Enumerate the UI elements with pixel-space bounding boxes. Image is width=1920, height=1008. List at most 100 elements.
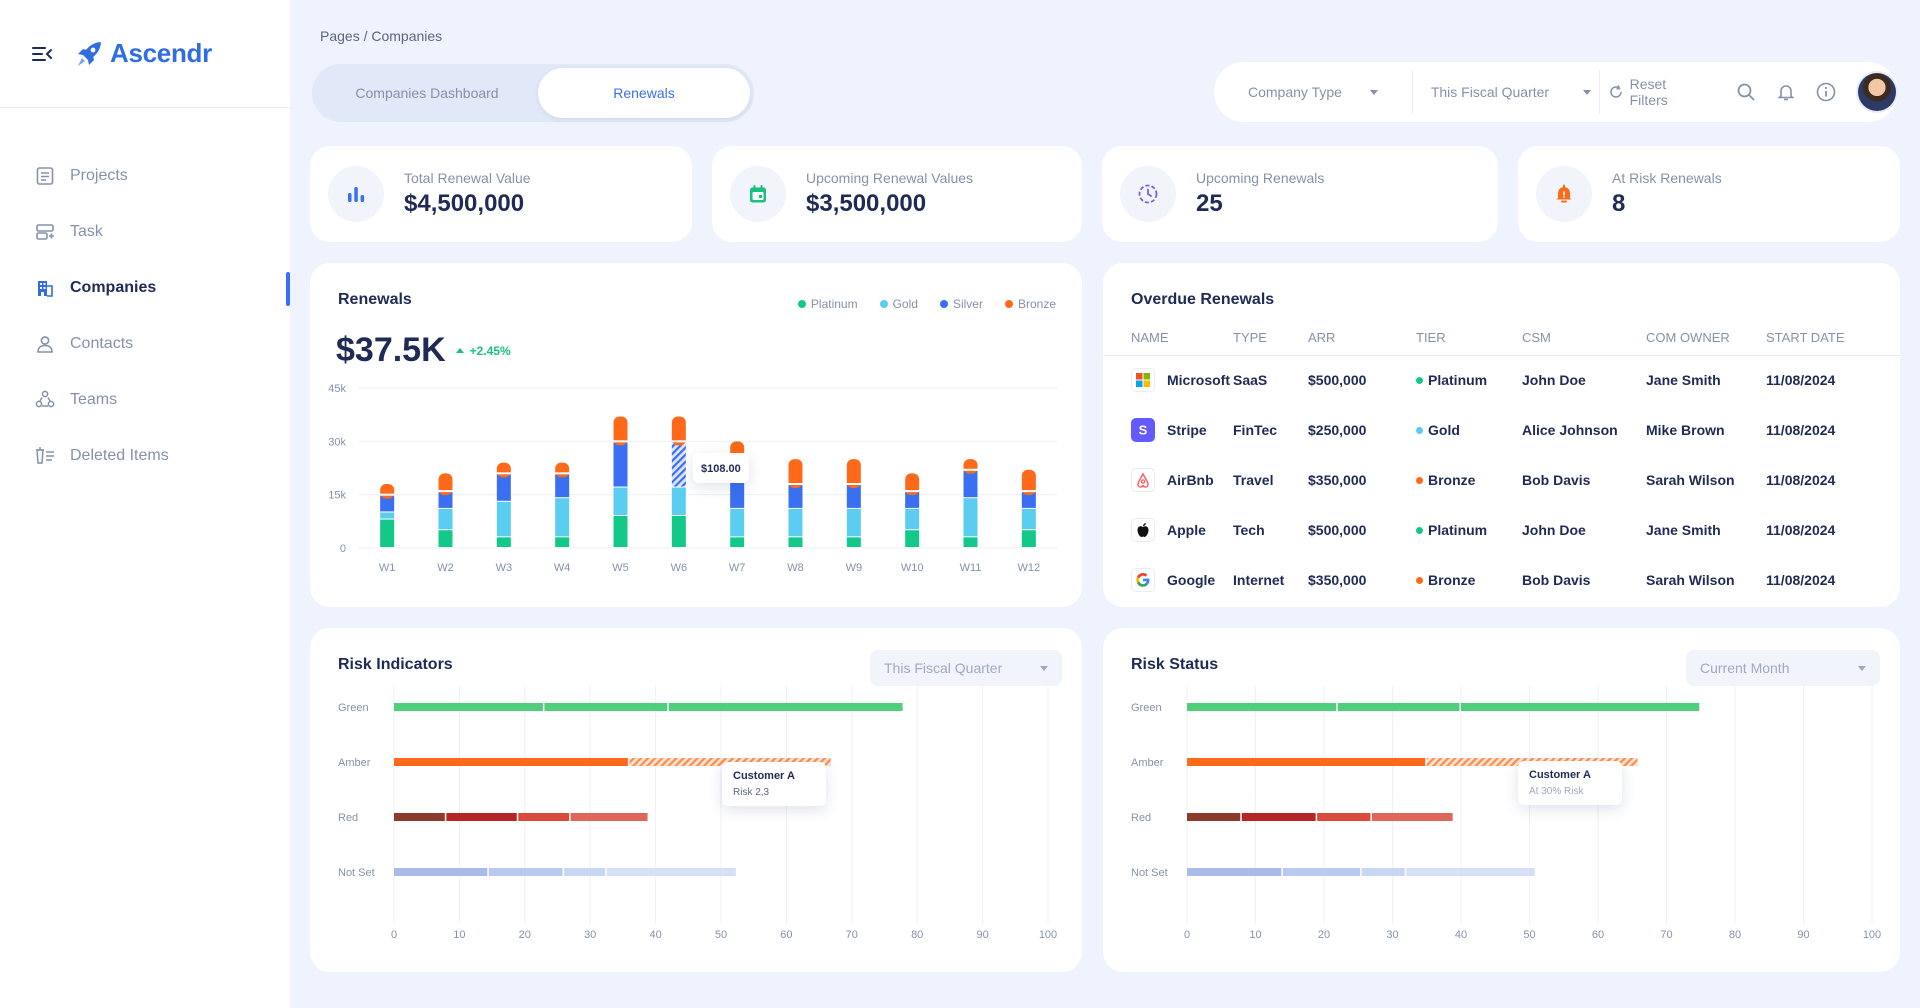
company-csm: Bob Davis — [1522, 472, 1591, 488]
legend-label: Gold — [892, 297, 918, 311]
bar-segment — [564, 868, 606, 876]
bar-segment — [570, 813, 648, 821]
company-type-select[interactable]: Company Type — [1240, 84, 1398, 100]
bar-segment — [905, 491, 920, 508]
sidebar-item-projects[interactable]: Projects — [0, 148, 290, 204]
reset-filters-button[interactable]: Reset Filters — [1608, 76, 1708, 108]
column-header-tier[interactable]: TIER — [1416, 321, 1522, 356]
sidebar-item-teams[interactable]: Teams — [0, 372, 290, 428]
table-row[interactable]: Apple Tech $500,000 Platinum John Doe Ja… — [1103, 505, 1900, 555]
bar-segment — [671, 516, 686, 547]
x-tick-label: 60 — [1592, 929, 1604, 941]
y-tick-label: 15k — [328, 490, 346, 502]
bar-segment — [963, 498, 978, 537]
renewals-bar-chart: 0 15k 30k 45k W1 W2 W3 W4 W5 W6 W7 W8 W9 W10 W11 W12 — [328, 383, 1058, 574]
bar-segment — [488, 868, 563, 876]
bar-segment — [1317, 813, 1371, 821]
sidebar-item-companies[interactable]: Companies — [0, 260, 290, 316]
bar-segment — [606, 868, 736, 876]
company-start-date: 11/08/2024 — [1766, 522, 1836, 538]
bar-segment — [1021, 530, 1036, 547]
sidebar-item-label: Teams — [70, 391, 118, 408]
table-row[interactable]: S Stripe FinTec $250,000 Gold Alice Johns… — [1103, 405, 1900, 455]
x-tick-label: 50 — [1523, 929, 1535, 941]
company-start-date: 11/08/2024 — [1766, 572, 1836, 588]
table-row[interactable]: AirBnb Travel $350,000 Bronze Bob Davis … — [1103, 455, 1900, 505]
table-row[interactable]: Google Internet $350,000 Bronze Bob Davi… — [1103, 555, 1900, 605]
company-owner: Jane Smith — [1646, 372, 1721, 389]
bar-segment — [555, 537, 570, 547]
bar-segment — [555, 473, 570, 498]
bar-segment — [730, 508, 745, 537]
period-select[interactable]: This Fiscal Quarter — [1431, 84, 1599, 100]
risk-indicators-card: Risk Indicators This Fiscal Quarter 0 10 2… — [310, 628, 1082, 972]
collapse-menu-icon[interactable] — [32, 44, 52, 64]
column-header-csm[interactable]: CSM — [1522, 321, 1646, 356]
column-header-com-owner[interactable]: COM OWNER — [1646, 321, 1766, 356]
stat-label: Upcoming Renewal Values — [806, 170, 974, 186]
x-tick-label: W12 — [1018, 562, 1041, 574]
sidebar-item-task[interactable]: Task — [0, 204, 290, 260]
company-owner: Sarah Wilson — [1646, 572, 1735, 588]
bar-segment — [963, 459, 978, 474]
bar-gap — [905, 490, 920, 493]
bar-segment — [1337, 703, 1460, 711]
card-title: Risk Indicators — [338, 656, 453, 673]
search-icon[interactable] — [1734, 80, 1758, 104]
stat-label: Total Renewal Value — [404, 170, 531, 186]
column-header-type[interactable]: TYPE — [1233, 321, 1308, 356]
bar-segment — [1021, 508, 1036, 530]
table-header-row: NAME TYPE ARR TIER CSM COM OWNER START D… — [1103, 321, 1900, 356]
chevron-down-icon — [1858, 665, 1866, 671]
info-icon[interactable] — [1814, 80, 1838, 104]
x-tick-label: 100 — [1863, 929, 1881, 941]
bar-gap — [555, 472, 570, 475]
company-arr: $250,000 — [1308, 422, 1367, 438]
column-header-arr[interactable]: ARR — [1308, 321, 1416, 356]
notification-bell-icon[interactable] — [1774, 80, 1798, 104]
renewals-total-value: $37.5K — [336, 331, 446, 369]
user-icon — [34, 333, 56, 355]
bar-segment — [1461, 703, 1700, 711]
bar-segment — [1187, 868, 1282, 876]
column-header-name[interactable]: NAME — [1103, 321, 1233, 356]
bar-segment — [438, 473, 453, 496]
column-header-start-date[interactable]: START DATE — [1766, 321, 1900, 356]
card-title: Risk Status — [1131, 656, 1219, 673]
x-tick-label: 40 — [1455, 929, 1467, 941]
sidebar-item-label: Deleted Items — [70, 447, 169, 464]
table-row[interactable]: Microsoft SaaS $500,000 Platinum John Do… — [1103, 355, 1900, 405]
company-start-date: 11/08/2024 — [1766, 472, 1836, 488]
chart-tooltip: Customer A At 30% Risk — [1518, 761, 1622, 805]
y-tick-label: 30k — [328, 436, 346, 448]
company-type: FinTec — [1233, 422, 1278, 438]
bar-segment — [613, 487, 628, 515]
avatar[interactable] — [1856, 71, 1898, 113]
brand-logo[interactable]: Ascendr — [74, 38, 212, 69]
risk-status-period-select[interactable]: Current Month — [1686, 650, 1880, 686]
legend-item-silver: Silver — [939, 297, 983, 311]
tier-dot — [1416, 476, 1423, 484]
view-tabs: Companies Dashboard Renewals — [312, 64, 754, 122]
y-category-label: Amber — [1131, 757, 1164, 769]
tab-companies-dashboard[interactable]: Companies Dashboard — [355, 85, 499, 101]
bar-segment — [1371, 813, 1453, 821]
tab-renewals[interactable]: Renewals — [538, 68, 750, 118]
refresh-icon — [1609, 85, 1622, 98]
x-tick-label: 40 — [649, 929, 661, 941]
divider — [1598, 70, 1600, 114]
company-type: SaaS — [1233, 372, 1268, 389]
bar-segment — [668, 703, 903, 711]
sidebar-item-deleted-items[interactable]: Deleted Items — [0, 428, 290, 484]
bar-segment — [788, 459, 803, 488]
sidebar-nav: Projects Task Companies Contacts Teams — [0, 108, 290, 484]
bar-segment — [730, 537, 745, 547]
company-tier: Platinum — [1428, 522, 1488, 538]
microsoft-logo-icon — [1131, 368, 1155, 393]
tooltip-subtitle: At 30% Risk — [1529, 786, 1584, 797]
dropdown-value: Current Month — [1700, 660, 1790, 676]
bar-segment — [846, 537, 861, 547]
x-tick-label: 50 — [715, 929, 727, 941]
sidebar-item-contacts[interactable]: Contacts — [0, 316, 290, 372]
risk-indicators-period-select[interactable]: This Fiscal Quarter — [870, 650, 1062, 686]
